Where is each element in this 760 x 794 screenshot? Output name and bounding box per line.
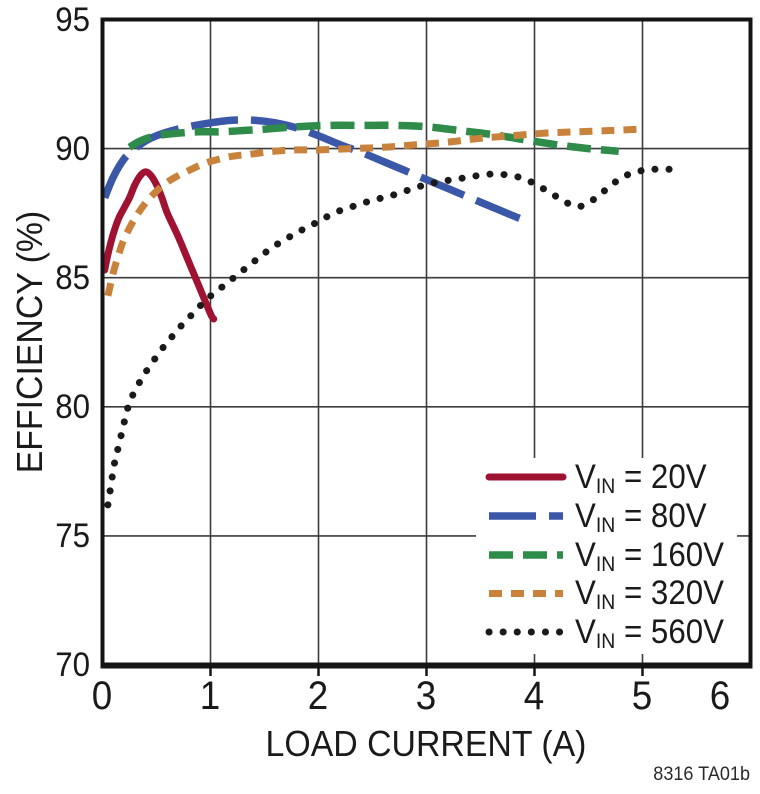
legend-item-vin-80v: VIN = 80V xyxy=(575,496,707,537)
y-tick-label: 80 xyxy=(55,388,90,426)
legend-item-vin-160v: VIN = 160V xyxy=(575,535,724,576)
y-tick-label: 85 xyxy=(55,259,90,297)
legend-text: V xyxy=(575,536,596,574)
legend-text: = 80V xyxy=(615,497,707,535)
legend-background xyxy=(476,458,737,654)
x-axis-title: LOAD CURRENT (A) xyxy=(265,723,587,764)
legend-text: = 20V xyxy=(615,458,707,496)
x-tick-label: 2 xyxy=(307,674,329,718)
legend-text: V xyxy=(575,458,596,496)
x-tick-label: 4 xyxy=(523,674,545,718)
legend-text: = 560V xyxy=(615,613,724,651)
y-tick-label: 70 xyxy=(55,646,90,684)
legend-text: V xyxy=(575,574,596,612)
x-tick-label: 1 xyxy=(199,674,221,718)
legend-subscript: IN xyxy=(595,629,616,653)
figure-annotation: 8316 TA01b xyxy=(653,764,750,785)
legend-subscript: IN xyxy=(595,590,616,614)
series-line-vin-320v xyxy=(104,125,640,297)
series-line-vin-160v xyxy=(127,121,619,155)
legend-subscript: IN xyxy=(595,513,616,537)
legend-item-vin-20v: VIN = 20V xyxy=(575,457,707,498)
y-tick-label: 75 xyxy=(55,517,90,555)
x-tick-label: 3 xyxy=(415,674,437,718)
y-tick-label: 95 xyxy=(55,1,90,39)
legend-item-vin-560v: VIN = 560V xyxy=(575,612,724,653)
x-tick-label: 5 xyxy=(631,674,653,718)
x-tick-label: 0 xyxy=(91,674,113,718)
series-line-vin-560v xyxy=(104,165,684,509)
y-tick-label: 90 xyxy=(55,130,90,168)
series-line-vin-20v xyxy=(101,168,218,323)
legend-text: V xyxy=(575,613,596,651)
x-tick-label: 6 xyxy=(709,674,731,718)
legend-item-vin-320v: VIN = 320V xyxy=(575,573,724,614)
legend-text: = 320V xyxy=(615,574,724,612)
legend-subscript: IN xyxy=(595,474,616,498)
y-axis-title: EFFICIENCY (%) xyxy=(9,210,50,474)
legend-text: = 160V xyxy=(615,536,724,574)
legend-text: V xyxy=(575,497,596,535)
legend-subscript: IN xyxy=(595,552,616,576)
